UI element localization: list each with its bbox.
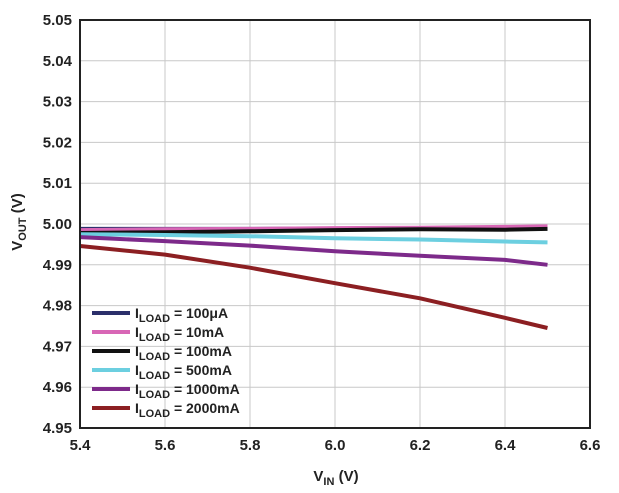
legend-entry: ILOAD = 10mA — [135, 324, 224, 344]
legend-entry: ILOAD = 1000mA — [135, 381, 240, 401]
y-tick-label: 4.98 — [43, 298, 72, 315]
y-tick-label: 5.04 — [43, 53, 73, 70]
x-tick-label: 6.0 — [325, 437, 346, 454]
y-axis-label: VOUT (V) — [9, 193, 29, 250]
legend-entry: ILOAD = 100mA — [135, 343, 232, 363]
legend-entry: ILOAD = 100μA — [135, 305, 228, 325]
y-tick-labels: 5.05 5.04 5.03 5.02 5.01 5.00 4.99 4.98 4.97 4.96… — [43, 12, 73, 437]
series-line-2000mA — [79, 244, 548, 330]
x-tick-label: 5.4 — [70, 437, 92, 454]
y-tick-label: 5.03 — [43, 94, 72, 111]
x-axis-label: VIN (V) — [313, 468, 358, 488]
y-tick-label: 4.95 — [43, 420, 72, 437]
legend-entry: ILOAD = 500mA — [135, 362, 232, 382]
series-lines — [79, 224, 548, 330]
legend-entry: ILOAD = 2000mA — [135, 400, 240, 420]
y-tick-label: 4.96 — [43, 379, 72, 396]
y-tick-label: 5.01 — [43, 175, 72, 192]
x-tick-labels: 5.4 5.6 5.8 6.0 6.2 6.4 6.6 — [70, 437, 601, 454]
y-tick-label: 5.00 — [43, 216, 72, 233]
series-line-1000mA — [79, 235, 548, 267]
series-line-100mA — [79, 226, 548, 235]
y-tick-label: 5.02 — [43, 134, 72, 151]
y-tick-label: 4.99 — [43, 257, 72, 274]
series-line-500mA — [79, 232, 548, 245]
x-tick-label: 6.6 — [580, 437, 601, 454]
x-tick-label: 6.4 — [495, 437, 517, 454]
y-tick-label: 5.05 — [43, 12, 72, 29]
y-tick-label: 4.97 — [43, 338, 72, 355]
x-tick-label: 6.2 — [410, 437, 431, 454]
plot-frame — [79, 19, 591, 429]
x-tick-label: 5.8 — [240, 437, 261, 454]
x-tick-label: 5.6 — [155, 437, 176, 454]
